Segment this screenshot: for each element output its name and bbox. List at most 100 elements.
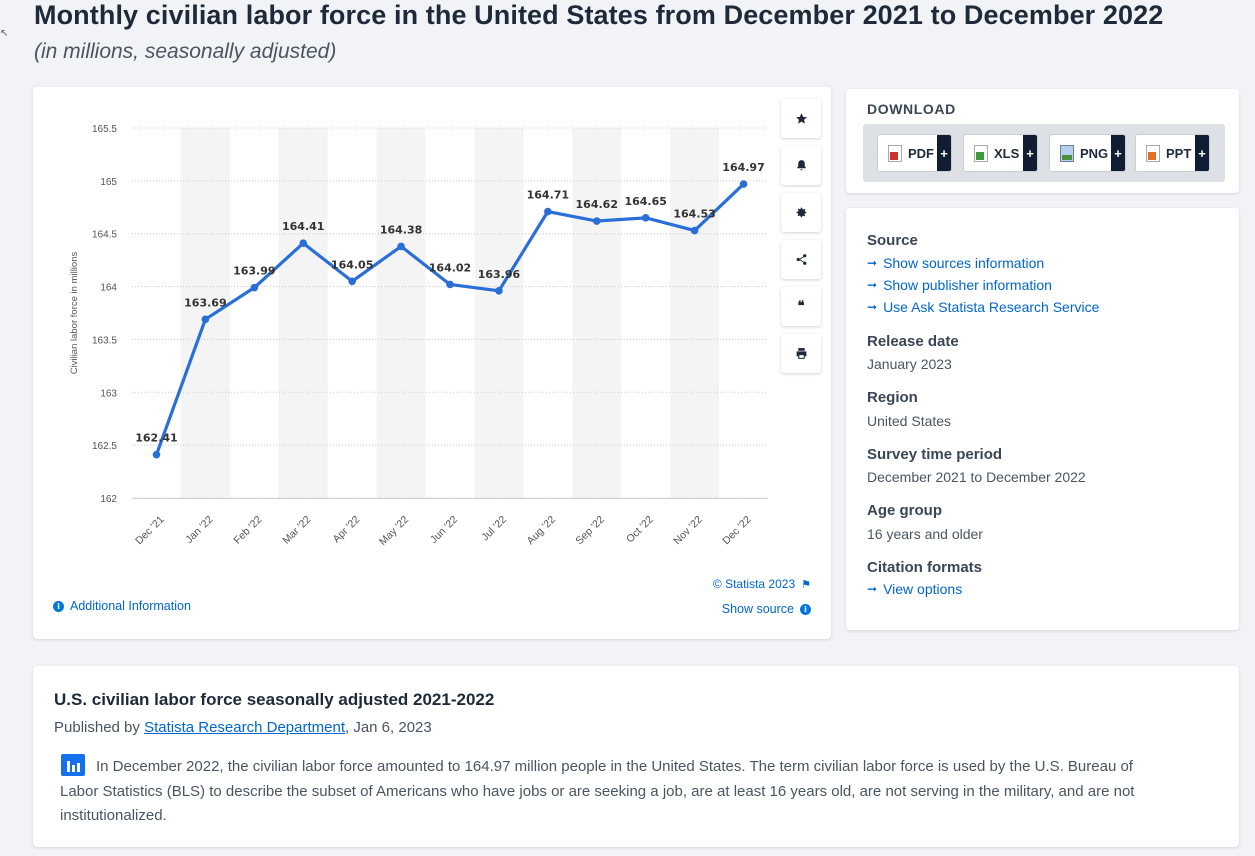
- download-ppt-label: PPT: [1166, 145, 1192, 161]
- description-card: U.S. civilian labor force seasonally adj…: [33, 666, 1239, 847]
- quote-icon: ❝: [797, 299, 805, 314]
- ask-statista-label: Use Ask Statista Research Service: [883, 299, 1100, 315]
- x-tick-label: Mar '22: [280, 514, 313, 547]
- ask-statista-link[interactable]: ➞ Use Ask Statista Research Service: [867, 299, 1099, 315]
- line-chart: 162 162.5 163 163.5 164 164.5 165 165.5 Civilian…: [69, 124, 768, 548]
- download-ppt-button[interactable]: PPT +: [1135, 134, 1210, 172]
- x-tick-label: Feb '22: [231, 514, 264, 547]
- data-point: [544, 207, 552, 216]
- arrow-right-icon: ➞: [867, 256, 878, 270]
- y-tick-label: 162.5: [92, 441, 117, 452]
- data-label: 164.41: [282, 220, 324, 233]
- png-icon: [1060, 144, 1074, 162]
- data-label: 164.97: [722, 161, 764, 174]
- data-label: 164.02: [429, 261, 471, 274]
- download-pdf-button[interactable]: PDF +: [877, 134, 952, 172]
- x-tick-label: Jan '22: [183, 514, 215, 546]
- page-title: Monthly civilian labor force in the Unit…: [34, 0, 1164, 30]
- notification-button[interactable]: [781, 146, 821, 185]
- data-label: 163.96: [478, 268, 521, 281]
- data-label: 162.41: [135, 432, 177, 445]
- share-icon: [796, 254, 806, 265]
- download-xls-button[interactable]: XLS +: [963, 134, 1038, 172]
- arrow-right-icon: ➞: [867, 300, 878, 314]
- download-bar: PDF + XLS + PNG + PPT +: [863, 124, 1225, 182]
- column-band: [572, 128, 622, 498]
- additional-information-label: Additional Information: [70, 599, 191, 613]
- show-sources-label: Show sources information: [883, 255, 1045, 271]
- favorite-button[interactable]: [781, 99, 821, 138]
- show-publisher-link[interactable]: ➞ Show publisher information: [867, 277, 1052, 293]
- data-label: 164.38: [380, 223, 422, 236]
- data-point: [299, 239, 308, 248]
- x-tick-label: Jul '22: [479, 514, 509, 544]
- survey-period-value: December 2021 to December 2022: [867, 469, 1086, 485]
- arrow-right-icon: ➞: [867, 582, 878, 596]
- show-source-label: Show source: [721, 602, 794, 616]
- column-band: [278, 128, 328, 498]
- arrow-right-icon: ➞: [867, 278, 878, 292]
- flag-icon: ⚑: [801, 577, 811, 591]
- source-heading: Source: [867, 232, 918, 249]
- x-tick-label: Nov '22: [671, 514, 705, 548]
- download-title: DOWNLOAD: [867, 101, 956, 117]
- data-point: [690, 226, 699, 235]
- description-title: U.S. civilian labor force seasonally adj…: [54, 690, 495, 709]
- data-label: 164.05: [331, 258, 373, 271]
- pdf-icon: [888, 144, 902, 162]
- info-icon: i: [53, 600, 64, 612]
- copyright-link[interactable]: © Statista 2023 ⚑: [713, 577, 811, 591]
- x-tick-label: Oct '22: [624, 514, 656, 546]
- region-value: United States: [867, 413, 952, 429]
- data-point: [592, 217, 601, 225]
- y-tick-label: 163.5: [92, 335, 117, 346]
- y-tick-label: 164: [100, 283, 117, 294]
- star-icon: [795, 113, 807, 124]
- show-source-link[interactable]: Show source i: [722, 602, 811, 616]
- plus-icon: +: [1111, 135, 1125, 171]
- info-icon: i: [800, 603, 811, 615]
- print-button[interactable]: [781, 334, 821, 373]
- description-body: In December 2022, the civilian labor for…: [60, 758, 1135, 824]
- published-prefix: Published by: [54, 719, 145, 736]
- y-tick-label: 165: [100, 177, 117, 188]
- chart-toolbar: ❝: [781, 99, 821, 381]
- additional-information-link[interactable]: i Additional Information: [53, 599, 191, 613]
- show-sources-link[interactable]: ➞ Show sources information: [867, 255, 1044, 271]
- y-tick-label: 162: [100, 494, 117, 505]
- view-options-label: View options: [883, 581, 963, 597]
- data-label: 163.69: [184, 296, 226, 309]
- download-png-label: PNG: [1080, 145, 1109, 161]
- region-heading: Region: [867, 389, 918, 406]
- view-options-link[interactable]: ➞ View options: [867, 581, 962, 597]
- page-subtitle: (in millions, seasonally adjusted): [34, 40, 337, 63]
- column-band: [474, 128, 524, 498]
- publisher-link[interactable]: Statista Research Department: [144, 719, 345, 736]
- data-point: [446, 280, 454, 289]
- copyright-label: © Statista 2023: [712, 577, 796, 591]
- data-label: 164.71: [527, 189, 569, 202]
- x-tick-label: May '22: [377, 514, 411, 548]
- share-button[interactable]: [781, 240, 821, 279]
- cursor-mark: ↖: [0, 28, 9, 39]
- download-pdf-label: PDF: [908, 145, 934, 161]
- settings-button[interactable]: [781, 193, 821, 232]
- column-band: [376, 128, 426, 498]
- data-point: [495, 287, 503, 295]
- cite-button[interactable]: ❝: [781, 287, 821, 326]
- data-point: [348, 277, 356, 286]
- show-publisher-label: Show publisher information: [883, 277, 1052, 293]
- xls-icon: [974, 144, 988, 162]
- data-point: [152, 450, 161, 459]
- published-date: , Jan 6, 2023: [345, 719, 432, 736]
- column-band: [180, 128, 230, 498]
- release-date-value: January 2023: [867, 356, 952, 372]
- data-label: 164.65: [624, 195, 666, 208]
- download-png-button[interactable]: PNG +: [1049, 134, 1126, 172]
- x-tick-label: Jun '22: [428, 514, 460, 546]
- metadata-card: Source ➞ Show sources information ➞ Show…: [846, 208, 1239, 630]
- age-group-value: 16 years and older: [867, 526, 983, 542]
- x-tick-label: Apr '22: [330, 514, 362, 546]
- download-xls-label: XLS: [994, 145, 1020, 161]
- data-point: [739, 180, 748, 188]
